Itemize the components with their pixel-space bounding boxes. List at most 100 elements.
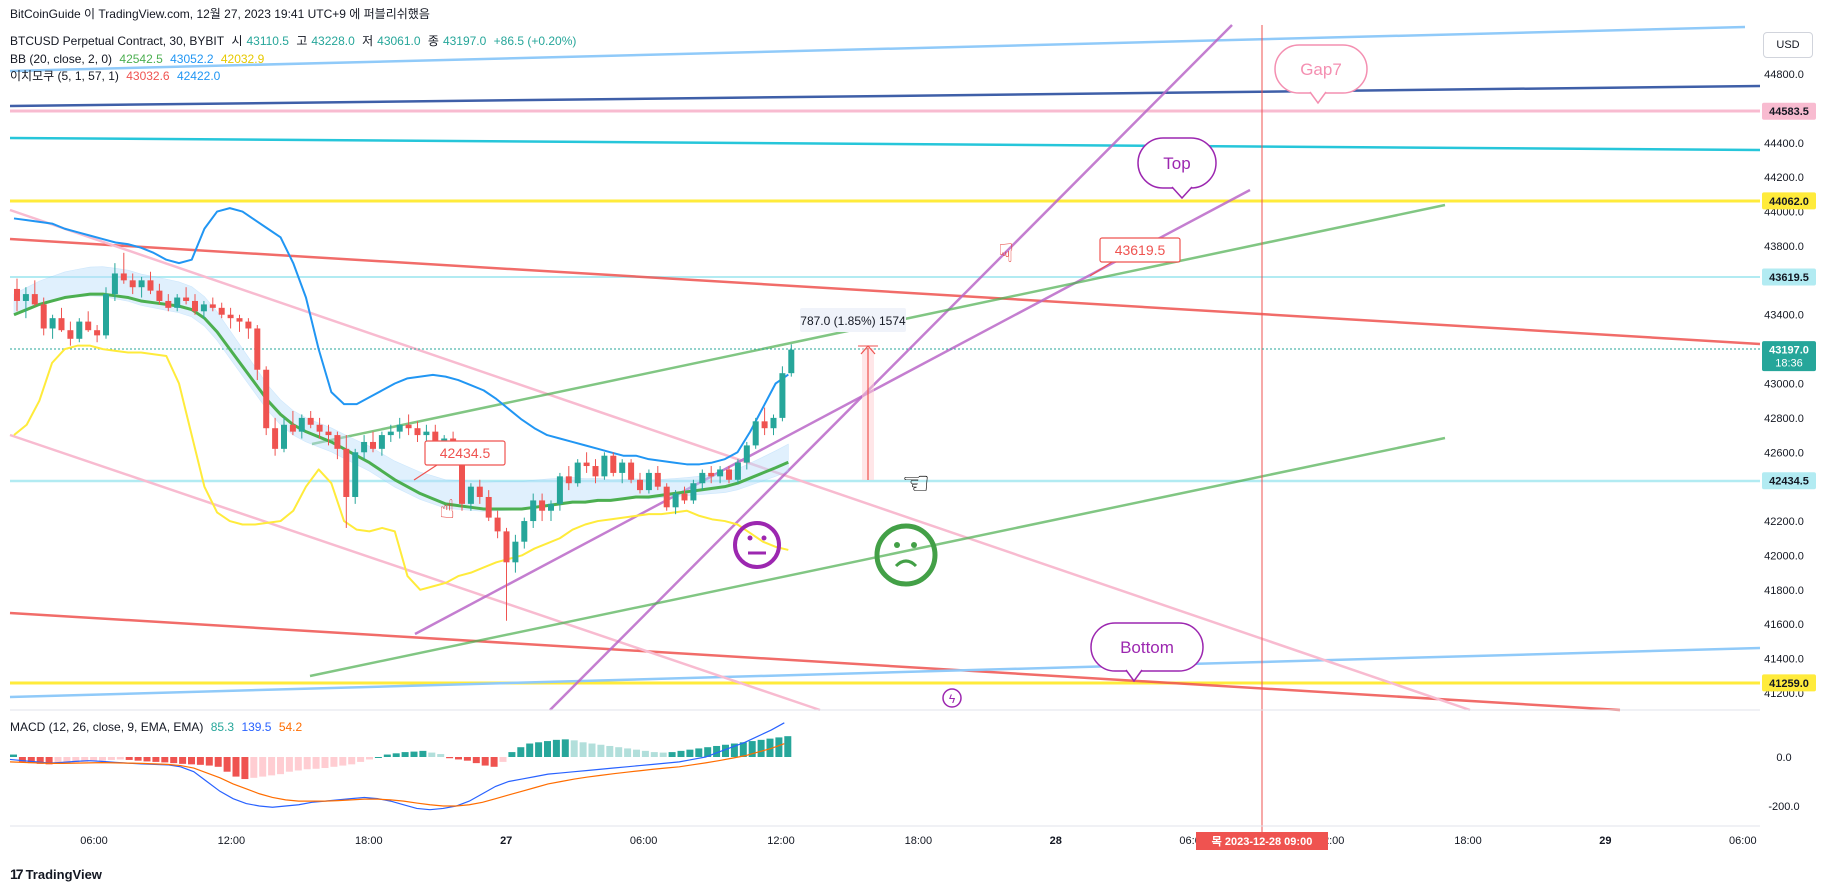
time-tick-label: 29 <box>1599 835 1611 847</box>
crosshair-time-box <box>1196 832 1328 850</box>
macd-histogram-bar <box>463 757 471 761</box>
price-label-value: 44062.0 <box>1769 196 1809 208</box>
macd-tick-label: 0.0 <box>1776 752 1791 764</box>
macd-histogram-bar <box>27 757 35 764</box>
time-axis: 06:00 12:00 18:00 27 06:00 12:00 18:00 28 06:00 1… <box>10 825 1760 850</box>
ichimoku-legend[interactable]: 이치모쿠 (5, 1, 57, 1) 43032.6 42422.0 <box>10 68 224 84</box>
price-label-box <box>1762 192 1816 210</box>
price-tick-label: 43000.0 <box>1764 379 1804 391</box>
price-tick-label: 44400.0 <box>1764 138 1804 150</box>
macd-histogram-bar <box>624 748 632 757</box>
time-tick-label: 12:00 <box>767 835 795 847</box>
macd-histogram-bar <box>312 757 320 769</box>
candle-body <box>432 431 439 446</box>
trend-line-red-bottom <box>9 611 1621 712</box>
macd-histogram-bar <box>250 757 258 778</box>
macd-histogram-bar <box>472 757 480 764</box>
crosshair-time-label: 목 2023-12-28 09:00 <box>1212 835 1313 848</box>
bb-upper-line <box>13 207 789 466</box>
candle-body <box>761 421 768 429</box>
macd-histogram-bar <box>116 757 124 760</box>
macd-histogram-bar <box>241 757 249 780</box>
price-tick-label: 44800.0 <box>1764 69 1804 81</box>
macd-histogram-bar <box>570 740 578 757</box>
candle-body <box>263 369 270 429</box>
ohlc-high: 고 43228.0 <box>296 34 355 48</box>
candle-body <box>289 424 296 432</box>
macd-histogram-bar <box>294 757 302 771</box>
trend-line-cyan <box>9 136 1761 152</box>
macd-signal-line <box>9 743 785 807</box>
candle-body <box>218 307 225 315</box>
candle-body <box>174 297 181 308</box>
candle-body <box>539 500 546 511</box>
macd-histogram-bar <box>757 739 765 757</box>
candle-body <box>654 472 661 487</box>
candle-body <box>31 294 38 305</box>
annotation-layer: Gap7 Top Bottom 43619.5 42434.5 787.0 (1.85%)… <box>413 44 1368 708</box>
symbol-legend[interactable]: BTCUSD Perpetual Contract, 30, BYBIT 시 43… <box>10 33 580 49</box>
price-label-value: 41259.0 <box>1769 678 1809 690</box>
candle-body <box>485 496 492 518</box>
macd-histogram-bar <box>214 757 222 767</box>
macd-label: MACD (12, 26, close, 9, EMA, EMA) <box>10 720 204 734</box>
candle-body <box>574 462 581 484</box>
macd-histogram-bar <box>499 757 507 762</box>
price-tick-label: 42600.0 <box>1764 447 1804 459</box>
tradingview-logo[interactable]: 17 TradingView <box>10 866 102 882</box>
bb-legend[interactable]: BB (20, close, 2, 0) 42542.5 43052.2 420… <box>10 51 268 67</box>
macd-histogram-bar <box>268 757 276 776</box>
bb-lower-value: 42032.9 <box>220 52 265 66</box>
candle-body <box>22 294 29 301</box>
candle-body <box>40 304 47 329</box>
candle-body <box>512 541 519 563</box>
macd-histogram-bar <box>36 757 44 764</box>
publish-title: BitCoinGuide 이 TradingView.com, 12월 27, … <box>10 7 430 21</box>
macd-signal-value: 54.2 <box>278 720 303 734</box>
macd-histogram-bar <box>330 757 338 767</box>
time-tick-label: 06:00 <box>1729 835 1757 847</box>
price-tick-label: 41600.0 <box>1764 619 1804 631</box>
time-tick-label: 18:00 <box>905 835 933 847</box>
candle-body <box>743 445 750 463</box>
macd-histogram-bar <box>232 757 240 777</box>
candle-body <box>637 479 643 491</box>
currency-unit-button[interactable]: USD <box>1763 32 1813 58</box>
macd-histogram-bar <box>205 757 213 766</box>
price-tick-label: 44200.0 <box>1764 172 1804 184</box>
candle-body <box>352 452 359 497</box>
macd-histogram-bar <box>650 752 658 757</box>
macd-histogram-bar <box>517 747 525 757</box>
macd-histogram-bar <box>107 757 115 760</box>
smile-face-eye-left <box>894 542 900 548</box>
candle-body <box>192 300 198 312</box>
smile-face-eye-right <box>911 542 917 548</box>
macd-legend[interactable]: MACD (12, 26, close, 9, EMA, EMA) 85.3 1… <box>10 719 306 735</box>
candle-body <box>565 476 572 484</box>
ohlc-low: 저 43061.0 <box>362 34 421 48</box>
price-tick-label: 41800.0 <box>1764 585 1804 597</box>
time-tick-label: 12:00 <box>218 835 246 847</box>
ohlc-open: 시 43110.5 <box>231 34 289 48</box>
macd-histogram-bar <box>641 750 649 757</box>
candle-body <box>361 441 368 453</box>
macd-histogram-bar <box>588 743 596 757</box>
price-label-value: 42434.5 <box>1769 476 1809 488</box>
macd-histogram-bar <box>455 757 462 760</box>
hand-up-icon: ☝ <box>439 494 455 524</box>
candle-body <box>548 503 554 511</box>
macd-histogram-bar <box>526 743 534 757</box>
candle-body <box>459 452 465 504</box>
candle-body <box>592 466 599 477</box>
candle-body <box>343 448 350 497</box>
time-tick-label: 18:00 <box>355 835 383 847</box>
callout-42434-box <box>424 440 506 466</box>
trend-line-red-top <box>9 237 1761 346</box>
macd-histogram-bar <box>401 752 409 757</box>
macd-histogram-bar <box>561 739 569 757</box>
macd-histogram-bar <box>713 745 721 757</box>
price-tick-label: 42200.0 <box>1764 516 1804 528</box>
macd-histogram-bar <box>748 741 756 757</box>
time-tick-label: 06:00 <box>80 835 108 847</box>
